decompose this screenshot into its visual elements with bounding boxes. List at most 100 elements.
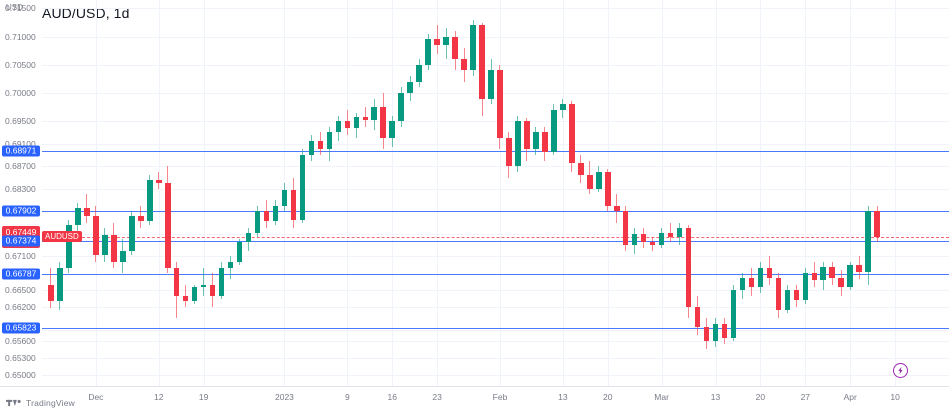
candle-body[interactable] (829, 266, 836, 278)
candle-body[interactable] (865, 211, 871, 273)
candle-body[interactable] (380, 107, 387, 139)
candle-body[interactable] (75, 208, 81, 226)
candle-body[interactable] (775, 277, 782, 310)
candle-body[interactable] (308, 140, 315, 155)
candle-body[interactable] (757, 267, 764, 288)
candle-body[interactable] (452, 36, 458, 60)
candle-body[interactable] (488, 70, 494, 99)
candle-body[interactable] (218, 267, 225, 296)
candle-body[interactable] (48, 284, 54, 302)
candle-body[interactable] (694, 307, 701, 327)
candle-body[interactable] (739, 277, 746, 291)
candle-body[interactable] (622, 211, 629, 246)
candlestick-series[interactable] (42, 0, 949, 386)
candle-body[interactable] (317, 140, 324, 150)
candle-body[interactable] (353, 116, 360, 128)
candle-body[interactable] (182, 295, 189, 302)
candle-body[interactable] (784, 290, 791, 310)
candle-body[interactable] (335, 121, 342, 133)
candle-body[interactable] (443, 36, 449, 46)
candle-body[interactable] (506, 138, 512, 167)
candle-body[interactable] (524, 121, 530, 150)
candle-body[interactable] (102, 234, 108, 256)
candle-body[interactable] (93, 215, 99, 256)
candle-body[interactable] (425, 39, 431, 65)
flash-icon-button[interactable] (893, 363, 908, 378)
price-level-line[interactable] (42, 240, 949, 242)
candle-body[interactable] (766, 267, 773, 278)
candle-body[interactable] (137, 215, 144, 222)
candle-body[interactable] (587, 174, 593, 189)
candle-body[interactable] (200, 284, 207, 288)
candle-body[interactable] (362, 116, 369, 121)
time-axis[interactable]: Dec 12 19 2023 9 16 23 Feb 13 20 Mar 13 20 27 Apr 10 (0, 386, 949, 412)
candle-body[interactable] (649, 242, 656, 246)
candle-body[interactable] (703, 326, 710, 341)
candle-body[interactable] (129, 215, 135, 251)
candle-body[interactable] (57, 267, 63, 302)
candle-body[interactable] (712, 324, 719, 341)
price-level-line[interactable] (42, 150, 949, 152)
price-axis[interactable]: USD 0.71500 0.71000 0.70500 0.70000 0.69500 0… (0, 0, 42, 386)
candle-body[interactable] (236, 242, 243, 263)
candle-body[interactable] (434, 39, 440, 46)
candle-body[interactable] (560, 104, 566, 110)
candle-body[interactable] (371, 107, 378, 121)
candle-body[interactable] (326, 132, 333, 150)
candle-body[interactable] (515, 121, 521, 167)
candle-body[interactable] (748, 277, 755, 288)
price-axis-tag[interactable]: 0.68971 (2, 145, 40, 157)
candle-body[interactable] (551, 109, 557, 153)
price-level-line[interactable] (42, 211, 949, 213)
candle-body[interactable] (263, 211, 270, 222)
candle-body[interactable] (111, 234, 117, 263)
candle-body[interactable] (173, 267, 180, 296)
candle-body[interactable] (191, 287, 198, 302)
candle-body[interactable] (344, 121, 351, 128)
tradingview-logo[interactable]: TradingView (6, 398, 75, 408)
price-axis-tag[interactable]: 0.65823 (2, 322, 40, 334)
candle-body[interactable] (685, 228, 692, 308)
candle-body[interactable] (542, 132, 548, 153)
candle-body[interactable] (84, 208, 90, 216)
candle-body[interactable] (245, 232, 252, 243)
candle-body[interactable] (164, 183, 171, 268)
candle-body[interactable] (856, 264, 862, 273)
candle-body[interactable] (254, 211, 261, 233)
candle-body[interactable] (272, 205, 279, 222)
price-level-line[interactable] (42, 274, 949, 276)
candle-body[interactable] (209, 284, 216, 296)
candle-body[interactable] (281, 189, 288, 206)
candle-body[interactable] (146, 180, 153, 222)
candle-body[interactable] (407, 81, 413, 93)
candle-body[interactable] (604, 171, 611, 206)
candle-body[interactable] (793, 290, 800, 301)
candle-body[interactable] (838, 277, 845, 288)
plot-area[interactable]: AUDUSD (42, 0, 949, 386)
candle-body[interactable] (389, 121, 395, 139)
candle-body[interactable] (479, 25, 485, 99)
candle-body[interactable] (299, 154, 306, 220)
price-axis-tag[interactable]: 0.67374 (2, 235, 40, 247)
candle-body[interactable] (66, 225, 72, 268)
candle-body[interactable] (227, 262, 234, 268)
candle-body[interactable] (640, 233, 647, 243)
candle-body[interactable] (497, 70, 503, 139)
candle-body[interactable] (820, 266, 827, 281)
candle-body[interactable] (155, 180, 162, 184)
price-axis-tag[interactable]: 0.66787 (2, 268, 40, 280)
candle-body[interactable] (631, 233, 638, 246)
candle-body[interactable] (613, 205, 620, 212)
candle-body[interactable] (667, 232, 674, 237)
candle-body[interactable] (658, 232, 665, 246)
candle-body[interactable] (416, 64, 422, 82)
candle-body[interactable] (461, 59, 467, 71)
candle-body[interactable] (847, 264, 853, 288)
price-axis-tag[interactable]: 0.67902 (2, 205, 40, 217)
candle-body[interactable] (470, 25, 476, 71)
candle-body[interactable] (120, 250, 126, 263)
price-level-line[interactable] (42, 328, 949, 330)
candle-body[interactable] (730, 290, 737, 339)
candle-body[interactable] (721, 324, 728, 339)
candle-body[interactable] (578, 163, 584, 175)
